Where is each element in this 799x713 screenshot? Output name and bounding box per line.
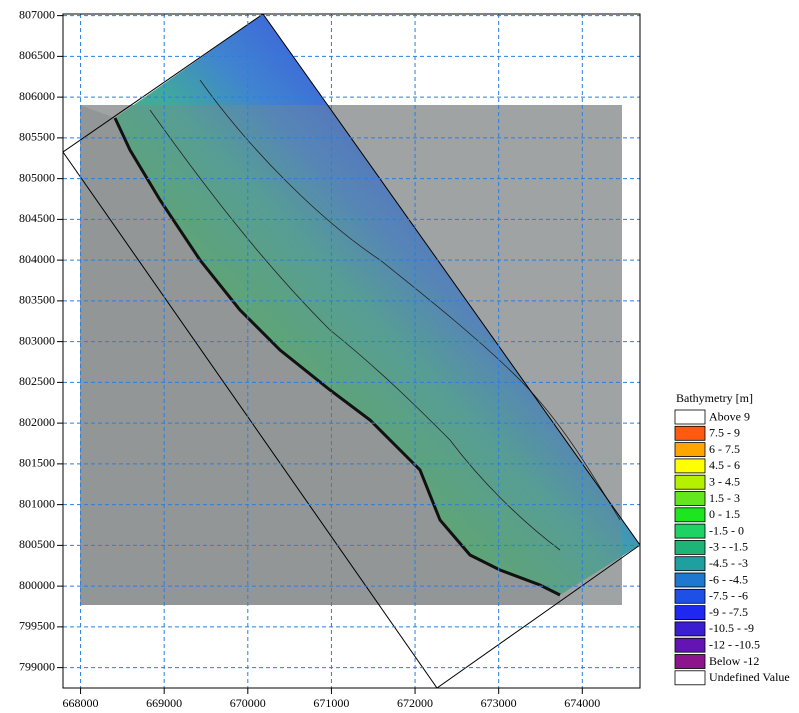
y-tick-label: 806500	[19, 48, 55, 62]
y-tick-label: 804000	[19, 252, 55, 266]
legend-label: 6 - 7.5	[709, 442, 740, 456]
image-overlay	[80, 105, 622, 605]
imagery	[63, 14, 640, 688]
y-tick-label: 802500	[19, 374, 55, 388]
legend-swatch	[675, 606, 705, 620]
legend-label: Above 9	[709, 409, 750, 423]
legend-label: -12 - -10.5	[709, 637, 760, 651]
y-tick-label: 802000	[19, 415, 55, 429]
y-tick-label: 804500	[19, 211, 55, 225]
legend-swatch	[675, 475, 705, 489]
y-tick-label: 801500	[19, 456, 55, 470]
y-tick-label: 806000	[19, 89, 55, 103]
legend-swatch	[675, 524, 705, 538]
legend-swatch	[675, 589, 705, 603]
legend-label: -4.5 - -3	[709, 556, 748, 570]
legend-label: 4.5 - 6	[709, 458, 740, 472]
y-tick-label: 799000	[19, 659, 55, 673]
legend-title: Bathymetry [m]	[676, 391, 753, 405]
legend-label: Undefined Value	[709, 670, 790, 684]
y-tick-label: 805500	[19, 130, 55, 144]
x-tick-label: 671000	[313, 696, 349, 710]
x-tick-label: 668000	[63, 696, 99, 710]
legend-label: -9 - -7.5	[709, 605, 748, 619]
legend-swatch	[675, 410, 705, 424]
x-tick-label: 672000	[397, 696, 433, 710]
legend-swatch	[675, 540, 705, 554]
x-tick-label: 669000	[146, 696, 182, 710]
legend-label: 3 - 4.5	[709, 474, 740, 488]
legend-label: Below -12	[709, 654, 759, 668]
legend-swatch	[675, 508, 705, 522]
x-tick-label: 673000	[481, 696, 517, 710]
y-tick-label: 799500	[19, 619, 55, 633]
legend-swatch	[675, 573, 705, 587]
map-view: Bathymetry [m] 668000 669000 670000 671000 6…	[0, 0, 799, 713]
legend-swatch	[675, 622, 705, 636]
legend-label: -3 - -1.5	[709, 540, 748, 554]
y-tick-label: 807000	[19, 7, 55, 21]
legend-label: 7.5 - 9	[709, 426, 740, 440]
legend-label: -7.5 - -6	[709, 589, 748, 603]
y-tick-label: 803000	[19, 333, 55, 347]
x-tick-label: 670000	[230, 696, 266, 710]
legend-swatch	[675, 443, 705, 457]
legend-swatch	[675, 426, 705, 440]
legend-label: -1.5 - 0	[709, 523, 744, 537]
legend-swatch	[675, 655, 705, 669]
legend-swatch	[675, 638, 705, 652]
y-tick-label: 805000	[19, 170, 55, 184]
y-tick-label: 800000	[19, 578, 55, 592]
y-tick-label: 803500	[19, 293, 55, 307]
y-tick-label: 800500	[19, 537, 55, 551]
legend-swatch	[675, 492, 705, 506]
legend-swatch	[675, 557, 705, 571]
legend-swatch	[675, 671, 705, 685]
legend-label: -6 - -4.5	[709, 572, 748, 586]
legend-label: 1.5 - 3	[709, 491, 740, 505]
legend-label: -10.5 - -9	[709, 621, 754, 635]
legend-swatch	[675, 459, 705, 473]
y-tick-label: 801000	[19, 496, 55, 510]
x-tick-label: 674000	[564, 696, 600, 710]
legend-label: 0 - 1.5	[709, 507, 740, 521]
